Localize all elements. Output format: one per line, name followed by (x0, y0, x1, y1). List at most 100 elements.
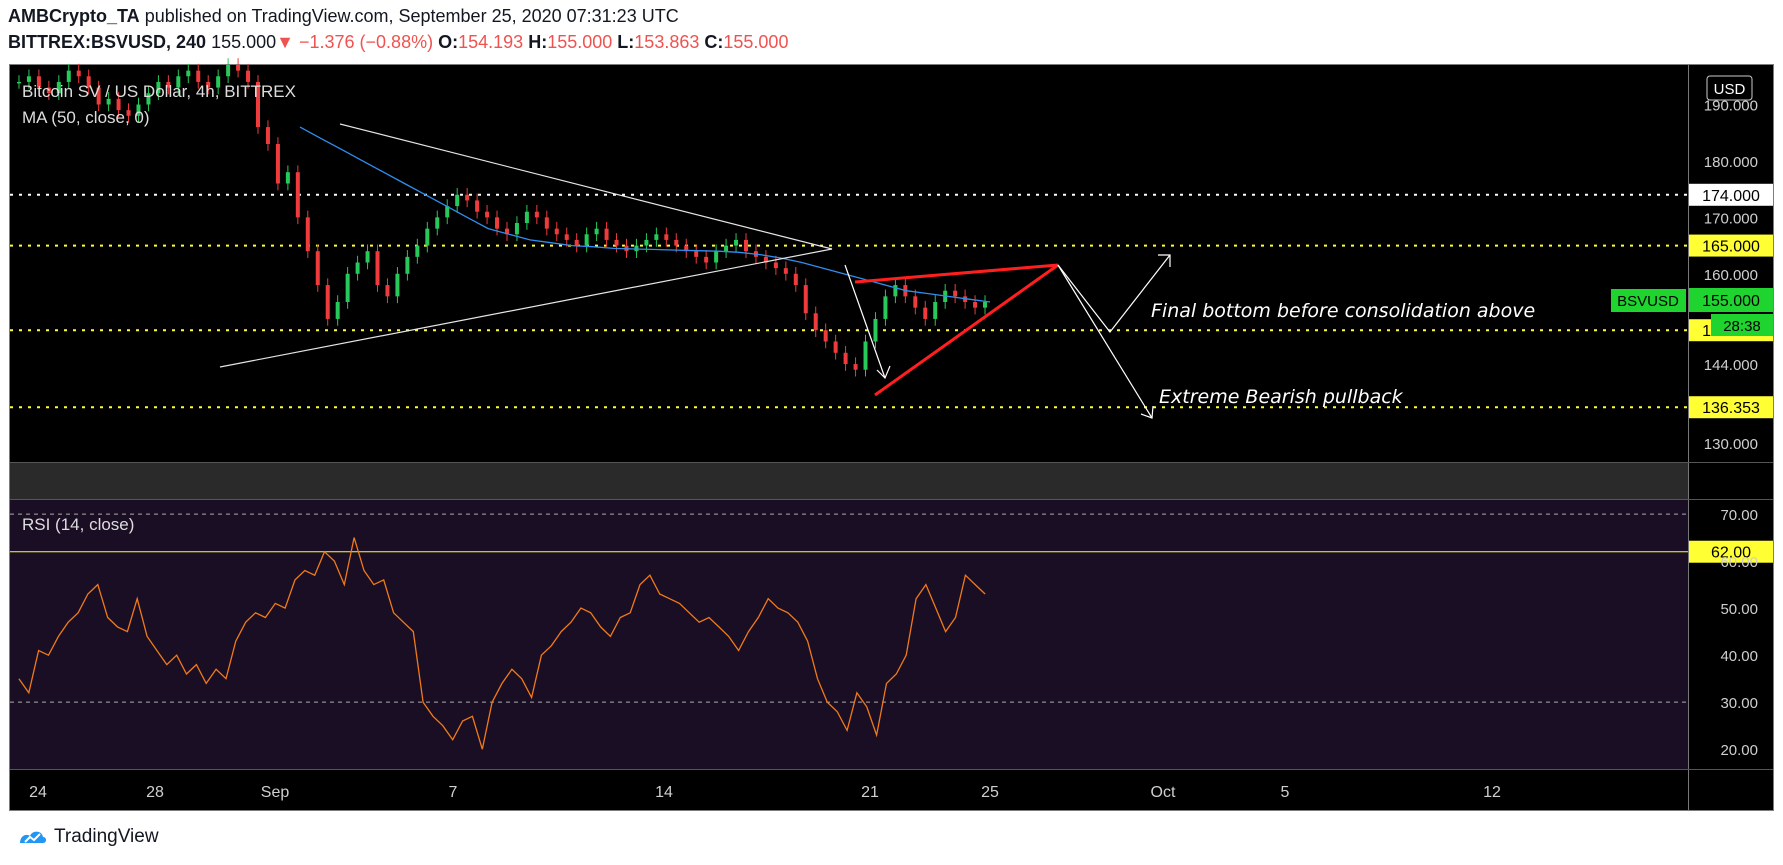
open-value: 154.193 (458, 32, 524, 52)
candle-body (206, 81, 211, 88)
high-value: 155.000 (547, 32, 613, 52)
last-price: 155.000 (211, 32, 277, 52)
countdown-tag (1711, 314, 1773, 336)
candle-body (66, 70, 71, 82)
candle-body (704, 256, 709, 263)
candle-body (246, 70, 251, 82)
candle-body (415, 245, 420, 257)
candle-body (514, 223, 519, 235)
candle-body (564, 234, 569, 240)
candle-body (893, 285, 898, 297)
low-label: L: (617, 32, 635, 52)
rsi-indicator-label: RSI (14, close) (22, 515, 134, 534)
time-tick-label: Oct (1151, 784, 1176, 801)
candle-body (734, 239, 739, 246)
candle-body (106, 98, 111, 105)
bearish-arrow-line (1057, 264, 1153, 419)
bearish-arrow-head (1140, 405, 1154, 419)
candle-body (664, 234, 669, 240)
candle-body (385, 285, 390, 297)
candle-body (694, 251, 699, 257)
annotation-extreme-bearish: Extreme Bearish pullback (1159, 386, 1404, 408)
candle-body (116, 98, 121, 111)
candle-body (803, 285, 808, 314)
annotation-final-bottom: Final bottom before consolidation above (1151, 300, 1535, 322)
time-tick-label: 21 (861, 784, 879, 801)
candle-body (843, 352, 848, 365)
time-tick-label: Sep (261, 784, 290, 801)
candle-body (186, 70, 191, 77)
candle-body (136, 104, 141, 116)
candle-body (714, 251, 719, 263)
time-tick-label: 7 (449, 784, 458, 801)
candle-body (953, 290, 958, 297)
candle-body (534, 211, 539, 218)
rsi-level-tag (1689, 540, 1773, 563)
candle-body (156, 81, 161, 94)
candle-body (166, 81, 171, 88)
time-tick-label: 14 (655, 784, 673, 801)
candle-body (793, 273, 798, 286)
candle-body (445, 206, 450, 218)
time-tick-label: 25 (981, 784, 999, 801)
wedge-lower-line (874, 263, 1059, 397)
candle-body (544, 217, 549, 229)
low-value: 153.863 (634, 32, 700, 52)
candle-body (86, 76, 91, 88)
price-change: −1.376 (−0.88%) (298, 32, 434, 52)
candle-body (654, 234, 659, 240)
candle-body (504, 228, 509, 235)
tradingview-brand[interactable]: TradingView (18, 826, 159, 848)
candle-body (524, 211, 529, 223)
candle-body (744, 239, 748, 252)
candle-body (56, 81, 61, 94)
time-tick-label: 5 (1281, 784, 1290, 801)
candle-body (335, 302, 340, 319)
currency-button[interactable] (1706, 75, 1753, 101)
candle-body (823, 330, 828, 342)
price-tick-label: 130.000 (1704, 436, 1758, 453)
candle-body (265, 127, 270, 144)
candle-body (285, 172, 290, 184)
time-axis-background (10, 769, 1773, 810)
level-price-tag-label: 165.000 (1702, 239, 1760, 256)
candle-body (375, 251, 380, 286)
candle-body (873, 318, 878, 342)
chart-title: Bitcoin SV / US Dollar, 4h, BITTREX (22, 82, 296, 101)
candle-body (554, 228, 559, 235)
publish-line: AMBCrypto_TA published on TradingView.co… (8, 6, 679, 27)
last-price-tag (1689, 288, 1773, 312)
price-tick-label: 190.000 (1704, 98, 1758, 115)
candle-body (405, 256, 410, 274)
rsi-tick-label: 70.00 (1720, 507, 1758, 524)
candle-body (863, 341, 868, 370)
price-tick-label: 160.000 (1704, 267, 1758, 284)
candle-body (465, 194, 470, 201)
candle-body (275, 144, 280, 184)
candle-body (813, 313, 818, 331)
rsi-line (18, 537, 986, 750)
candle-body (634, 245, 639, 252)
candle-body (684, 245, 689, 252)
candle-body (724, 245, 729, 252)
candle-body (126, 110, 131, 116)
candle-body (644, 239, 649, 246)
rsi-tick-label: 40.00 (1720, 648, 1758, 665)
candle-body (226, 65, 231, 77)
candle-body (783, 268, 788, 274)
down-arrow-icon: ▼ (276, 32, 294, 52)
time-tick-label: 28 (146, 784, 164, 801)
candle-body (614, 239, 619, 246)
candle-body (495, 217, 500, 229)
candle-body (236, 65, 241, 71)
author-name[interactable]: AMBCrypto_TA (8, 6, 140, 26)
symbol-tag (1611, 289, 1686, 312)
candle-body (455, 194, 460, 207)
currency-label: USD (1714, 81, 1746, 98)
candle-body (853, 364, 858, 370)
candle-body (913, 296, 918, 308)
candle-body (36, 76, 41, 88)
candle-body (475, 200, 480, 212)
candle-body (305, 217, 310, 252)
